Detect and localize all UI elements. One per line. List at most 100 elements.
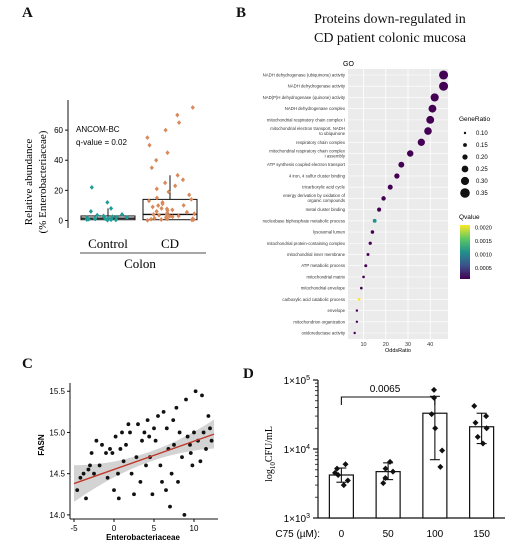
chart-c-point <box>184 397 188 402</box>
chart-c-point <box>147 434 152 439</box>
chart-d-point <box>344 477 351 484</box>
chart-c-point <box>188 442 192 447</box>
chart-c-point <box>188 451 193 455</box>
chart-b-term-label: I assembly <box>324 153 345 158</box>
chart-a-point <box>192 211 197 217</box>
chart-a-boxes <box>80 175 198 221</box>
chart-a-point <box>150 204 155 210</box>
chart-a-point <box>110 214 115 220</box>
chart-c-xtick-label: 5 <box>152 524 157 533</box>
chart-d-xtick-label: 150 <box>473 529 490 540</box>
chart-d-point <box>479 440 486 447</box>
chart-c-point <box>75 488 80 493</box>
chart-c-point <box>92 471 96 476</box>
chart-b-dot <box>372 218 377 223</box>
chart-a-point <box>105 216 111 222</box>
chart-b-size-legend-dot <box>461 165 469 173</box>
chart-c-point <box>200 393 204 398</box>
chart-a-point <box>154 186 159 192</box>
chart-c-point <box>185 434 190 439</box>
chart-b-term-label: mitochondrial electron transport, NADH <box>270 126 345 131</box>
chart-d-point <box>389 468 396 475</box>
chart-c-point <box>171 418 176 422</box>
chart-b-color-legend-title: Qvalue <box>459 214 480 221</box>
chart-d-point <box>380 480 387 487</box>
chart-b-size-legend-dot <box>463 143 467 147</box>
chart-c-point <box>118 447 123 451</box>
chart-b-color-legend-ticks: 0.0020 0.0015 0.0010 0.0005 <box>470 226 492 272</box>
chart-a-point <box>190 216 195 222</box>
chart-b-size-legend-label: 0.35 <box>476 191 488 197</box>
chart-d-point <box>432 425 439 432</box>
chart-d-bars <box>328 412 495 519</box>
chart-b-term-label: mitochondrial matrix <box>307 274 346 279</box>
chart-a-point <box>147 142 152 148</box>
chart-c-point <box>132 492 136 497</box>
chart-b-dot <box>364 264 368 268</box>
chart-a-ylabel-line1: Relative abundance <box>23 139 35 226</box>
chart-d-point <box>428 411 435 418</box>
chart-b-xticks: 10 20 30 40 <box>360 342 433 348</box>
chart-b-size-legend-label: 0.30 <box>476 179 488 185</box>
chart-b-term-label: energy derivation by oxidation of <box>283 193 346 198</box>
chart-c-fit-line <box>73 433 215 485</box>
chart-b-term-label: mitochondrial respiratory chain complex <box>269 148 346 153</box>
chart-b-dot <box>353 331 356 335</box>
chart-a-point <box>89 184 94 190</box>
chart-b-dot <box>377 207 382 212</box>
chart-a-point <box>145 217 150 223</box>
chart-b-dot <box>439 70 449 80</box>
chart-c-point <box>108 447 112 451</box>
chart-a-point <box>149 165 154 171</box>
chart-a-point <box>119 212 125 217</box>
chart-c-point <box>176 480 180 484</box>
chart-d-point <box>483 413 490 420</box>
chart-b-term-label: mitochondrial envelope <box>301 286 346 291</box>
chart-a-point <box>159 217 164 222</box>
chart-a-point <box>162 180 168 186</box>
chart-c-point <box>113 434 118 439</box>
chart-a-point <box>92 215 97 221</box>
chart-b-size-legend-dot <box>460 176 470 186</box>
chart-c-point <box>104 451 108 455</box>
chart-c-xtick-label: 0 <box>112 524 117 533</box>
chart-b-term-label: NADH dehydrogenase (ubiquinone) activity <box>263 73 346 78</box>
chart-d-ylabel: log10CFU/mL <box>264 426 277 482</box>
chart-c-point <box>193 389 198 394</box>
chart-b-dot <box>439 81 449 91</box>
chart-c-point <box>192 430 196 435</box>
chart-b-term-labels: NADH dehydrogenase (ubiquinone) activity… <box>263 73 346 336</box>
chart-d-point <box>340 482 347 489</box>
chart-d-point <box>483 425 490 432</box>
chart-b-term-label: envelope <box>328 308 346 313</box>
chart-c-point <box>180 455 184 460</box>
chart-b-dot <box>387 184 393 190</box>
chart-b-dot <box>426 115 435 124</box>
chart-b: GO NADH dehydrogenase (ubiquinone) activ… <box>263 61 492 354</box>
chart-b-dot <box>417 138 425 146</box>
chart-a-box <box>142 198 198 221</box>
chart-c-point <box>138 480 143 484</box>
chart-c-ci-band-area <box>74 419 214 502</box>
chart-b-dot <box>355 320 359 323</box>
panel-label-a: A <box>22 5 33 21</box>
chart-a-xlabel: Colon <box>124 256 156 270</box>
chart-d-bracket-label: 0.0065 <box>370 384 401 395</box>
chart-b-title-line1: Proteins down-regulated in <box>314 12 466 27</box>
chart-d-point <box>382 465 389 472</box>
chart-c-ytick-label: 14.0 <box>49 511 65 520</box>
chart-a-point <box>163 127 168 133</box>
chart-a-ytick-label: 60 <box>54 126 63 135</box>
chart-b-term-label: mitochondrial respiratory chain complex … <box>267 117 345 122</box>
chart-b-term-label: lysosomal lumen <box>313 230 346 235</box>
chart-c-point <box>164 488 168 493</box>
chart-c-point <box>172 442 176 447</box>
chart-c-point <box>153 438 158 443</box>
chart-b-term-label: NADH dehydrogenase activity <box>288 84 346 89</box>
chart-a-point <box>164 206 170 212</box>
chart-b-dot <box>381 196 386 201</box>
chart-a-point <box>88 209 93 214</box>
chart-c-point <box>164 426 169 431</box>
chart-b-dot <box>407 150 414 157</box>
chart-d-point <box>334 465 341 472</box>
